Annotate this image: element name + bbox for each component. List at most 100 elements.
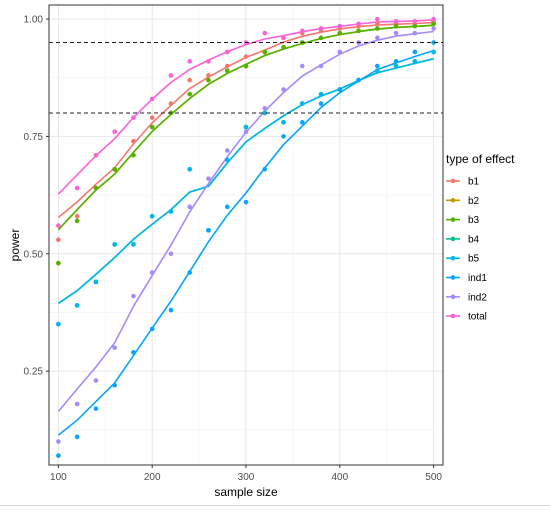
- legend-label-ind1: ind1: [468, 273, 487, 284]
- x-axis: 100 200 300 400 500: [50, 465, 442, 483]
- data-points: [56, 16, 436, 458]
- legend-key-point-b3: [450, 217, 456, 222]
- bottom-divider: [0, 505, 550, 506]
- point-b3: [187, 91, 193, 97]
- point-ind2: [318, 63, 324, 69]
- point-b1: [206, 73, 211, 78]
- point-ind2: [393, 30, 399, 36]
- point-ind2: [299, 63, 305, 69]
- point-b5: [412, 59, 418, 64]
- point-total: [356, 21, 361, 27]
- legend-label-b1: b1: [468, 177, 480, 188]
- point-b5: [74, 303, 80, 308]
- point-ind1: [337, 87, 343, 92]
- point-b5: [281, 120, 286, 125]
- point-total: [375, 16, 380, 22]
- point-ind2: [224, 148, 230, 153]
- point-total: [224, 49, 230, 55]
- point-b3: [431, 21, 436, 27]
- point-total: [149, 96, 155, 102]
- point-b3: [93, 185, 99, 191]
- legend-label-b4: b4: [468, 234, 480, 245]
- point-ind2: [262, 105, 268, 111]
- point-ind1: [149, 326, 155, 332]
- point-ind2: [149, 270, 155, 275]
- point-b3: [262, 49, 268, 55]
- point-b1: [224, 63, 230, 69]
- point-ind1: [318, 101, 324, 106]
- legend-key-point-b5: [450, 255, 456, 261]
- point-ind2: [337, 49, 343, 55]
- legend-label-b3: b3: [468, 215, 480, 226]
- legend: type of effect b1 b2 b3 b4 b5 ind1 ind2 total: [446, 152, 515, 323]
- legend-key-point-b4: [450, 236, 456, 242]
- point-ind2: [56, 439, 61, 444]
- point-b1: [149, 115, 155, 120]
- point-total: [318, 26, 324, 31]
- point-b1: [131, 138, 136, 144]
- point-ind1: [393, 59, 399, 64]
- point-ind2: [206, 176, 211, 181]
- point-b3: [375, 26, 380, 31]
- point-b3: [74, 218, 80, 224]
- y-tick-label: 1.00: [24, 15, 44, 26]
- point-total: [187, 59, 193, 64]
- point-b1: [375, 21, 380, 27]
- point-ind1: [375, 63, 380, 69]
- fit-line-ind1: [57, 49, 434, 436]
- legend-key-point-b2: [450, 198, 456, 203]
- point-ind1: [299, 120, 305, 125]
- point-ind2: [281, 87, 286, 92]
- point-total: [262, 30, 268, 36]
- x-tick-label: 400: [331, 472, 348, 483]
- point-b5: [187, 166, 193, 172]
- point-ind2: [168, 251, 174, 257]
- point-ind1: [356, 77, 361, 83]
- point-b1: [56, 237, 61, 242]
- point-b3: [356, 28, 361, 34]
- point-ind1: [168, 307, 174, 313]
- point-ind1: [243, 199, 249, 205]
- point-total: [281, 35, 286, 41]
- point-total: [412, 19, 418, 24]
- point-b5: [224, 157, 230, 163]
- point-b1: [168, 101, 174, 106]
- point-b5: [262, 110, 268, 116]
- point-total: [206, 59, 211, 64]
- y-axis-title: power: [8, 229, 22, 262]
- point-ind1: [412, 49, 418, 55]
- y-tick-label: 0.75: [24, 132, 44, 143]
- legend-key-point-total: [450, 313, 456, 319]
- legend-label-b2: b2: [468, 196, 480, 207]
- point-b1: [74, 213, 80, 219]
- point-total: [337, 23, 343, 29]
- point-total: [74, 185, 80, 191]
- point-ind1: [262, 166, 268, 172]
- point-total: [93, 152, 99, 158]
- point-ind2: [74, 401, 80, 407]
- legend-key-point-ind2: [450, 294, 456, 300]
- fit-line-b5: [57, 57, 434, 304]
- point-ind2: [431, 26, 436, 31]
- point-b5: [131, 242, 136, 247]
- point-b3: [243, 63, 249, 69]
- point-b3: [149, 124, 155, 130]
- legend-key-point-b1: [450, 178, 456, 184]
- point-ind1: [131, 350, 136, 355]
- point-b5: [393, 63, 399, 69]
- legend-key-point-ind1: [450, 275, 456, 280]
- point-b3: [206, 77, 211, 83]
- point-total: [299, 28, 305, 34]
- legend-label-b5: b5: [468, 254, 480, 265]
- point-b3: [393, 23, 399, 29]
- x-tick-label: 100: [50, 472, 67, 483]
- point-b5: [431, 49, 436, 55]
- point-b3: [112, 166, 117, 172]
- point-ind1: [74, 434, 80, 440]
- point-b5: [375, 68, 380, 74]
- point-total: [131, 115, 136, 120]
- point-ind2: [412, 30, 418, 36]
- point-b3: [131, 152, 136, 158]
- point-ind2: [187, 204, 193, 210]
